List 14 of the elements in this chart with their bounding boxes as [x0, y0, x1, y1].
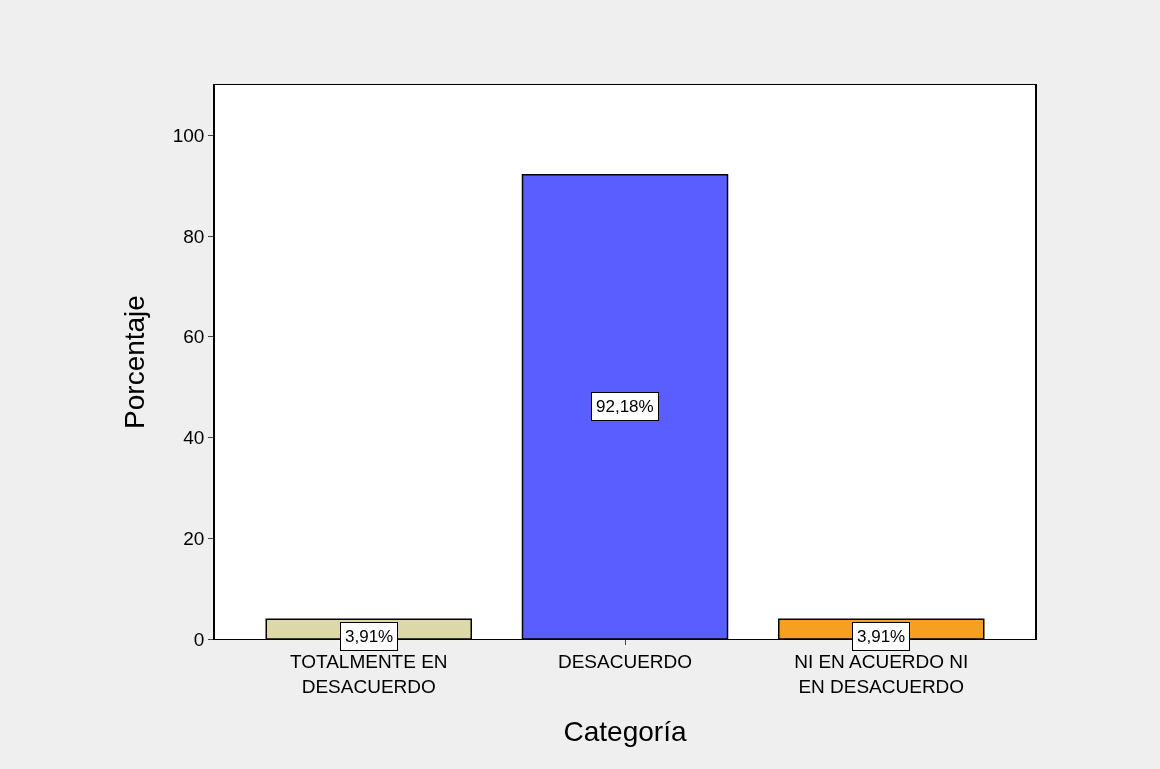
data-label: 3,91% — [857, 627, 906, 646]
x-tick-label: TOTALMENTE EN DESACUERDO — [289, 650, 448, 697]
y-tick-label: 20 — [183, 527, 205, 549]
data-label: 3,91% — [345, 627, 394, 646]
y-tick-label: 80 — [183, 225, 205, 247]
y-axis-title: Porcentaje — [118, 295, 150, 429]
x-tick-label: NI EN ACUERDO NI EN DESACUERDO — [794, 650, 969, 697]
y-tick-label: 100 — [172, 125, 205, 147]
data-label: 92,18% — [596, 397, 654, 416]
x-tick-label: DESACUERDO — [557, 650, 693, 672]
y-tick-label: 40 — [183, 427, 205, 449]
x-axis-title: Categoría — [563, 715, 687, 747]
y-tick-label: 60 — [183, 326, 205, 348]
y-tick-label: 0 — [193, 628, 205, 650]
